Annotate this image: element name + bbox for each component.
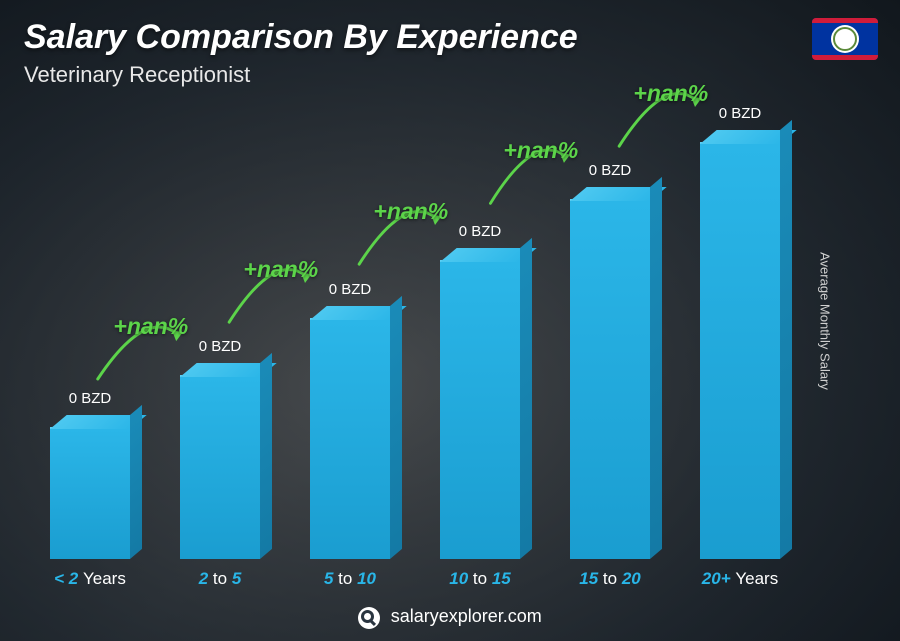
bar: 0 BZD: [180, 375, 260, 559]
pct-change-label: +nan%: [373, 198, 448, 225]
bar-value-label: 0 BZD: [719, 105, 762, 122]
bar: 0 BZD: [570, 199, 650, 559]
bar: 0 BZD: [440, 260, 520, 559]
flag-stripe-top: [812, 18, 878, 23]
bar-value-label: 0 BZD: [589, 162, 632, 179]
footer-text: salaryexplorer.com: [391, 606, 542, 626]
bar-category-label: 20+ Years: [690, 569, 790, 589]
bar-category-label: 15 to 20: [560, 569, 660, 589]
footer: salaryexplorer.com: [0, 606, 900, 629]
bar: 0 BZD: [50, 427, 130, 559]
pct-change-label: +nan%: [503, 137, 578, 164]
bar-value-label: 0 BZD: [459, 223, 502, 240]
flag-stripe-bottom: [812, 55, 878, 60]
pct-change-label: +nan%: [113, 313, 188, 340]
chart-container: Salary Comparison By Experience Veterina…: [0, 0, 900, 641]
bar-category-label: 10 to 15: [430, 569, 530, 589]
magnify-icon: [358, 607, 380, 629]
bar: 0 BZD: [700, 142, 780, 559]
bar-category-label: 2 to 5: [170, 569, 270, 589]
chart-title: Salary Comparison By Experience: [24, 18, 578, 57]
bar: 0 BZD: [310, 318, 390, 559]
chart-area: 0 BZD< 2 Years0 BZD2 to 50 BZD5 to 100 B…: [40, 120, 830, 559]
country-flag-icon: [812, 18, 878, 60]
pct-change-label: +nan%: [243, 256, 318, 283]
chart-subtitle: Veterinary Receptionist: [24, 62, 250, 88]
bar-value-label: 0 BZD: [329, 281, 372, 298]
flag-disc: [831, 25, 859, 53]
bar-value-label: 0 BZD: [199, 338, 242, 355]
bar-category-label: < 2 Years: [40, 569, 140, 589]
bar-value-label: 0 BZD: [69, 390, 112, 407]
bar-category-label: 5 to 10: [300, 569, 400, 589]
pct-change-label: +nan%: [633, 80, 708, 107]
